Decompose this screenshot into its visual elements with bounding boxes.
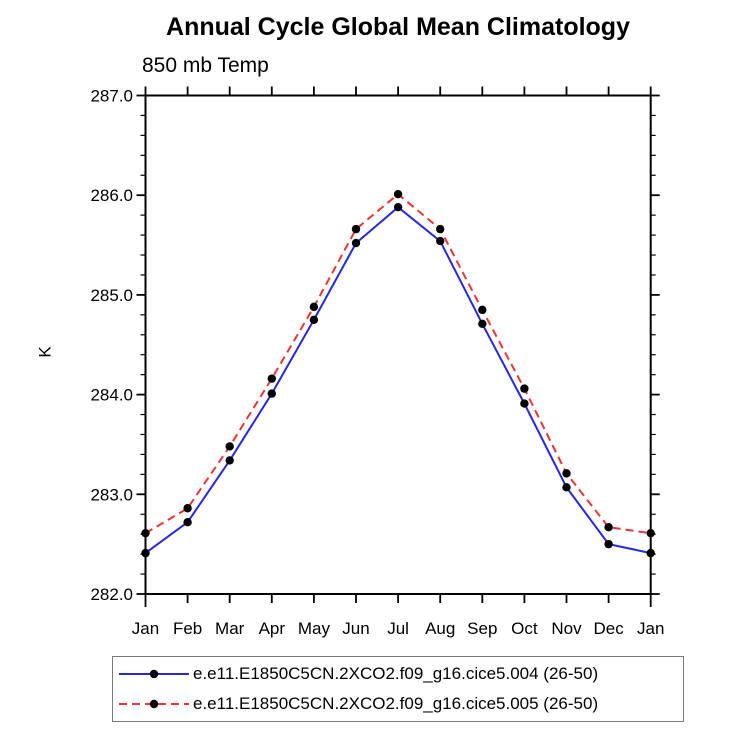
x-tick-label: Jun: [342, 619, 369, 638]
y-tick-label: 285.0: [90, 286, 133, 305]
data-point: [393, 190, 403, 199]
data-point: [520, 399, 529, 408]
x-tick-label: Nov: [551, 619, 582, 638]
data-point: [267, 389, 276, 398]
legend: e.e11.E1850C5CN.2XCO2.f09_g16.cice5.004 …: [112, 656, 684, 722]
plot-frame: [144, 94, 652, 595]
data-point: [225, 456, 234, 465]
x-tick-labels: Jan Feb Mar Apr May Jun Jul Aug Sep Oct Nov Dec Jan: [132, 619, 665, 638]
chart-title: Annual Cycle Global Mean Climatology: [166, 13, 630, 41]
y-tick-label: 283.0: [90, 485, 133, 504]
x-tick-label: Dec: [593, 619, 624, 638]
data-point: [393, 202, 403, 212]
x-tick-label: Jan: [637, 619, 664, 638]
data-point: [141, 528, 150, 538]
series-line-1: [144, 192, 651, 535]
x-tick-label: Sep: [467, 619, 497, 638]
x-tick-label: Feb: [173, 619, 202, 638]
data-point: [351, 224, 361, 234]
legend-marker-dot: [149, 669, 159, 679]
data-point: [351, 238, 361, 248]
data-point: [604, 539, 613, 549]
series-line-0: [144, 205, 651, 555]
legend-key-solid-line: [119, 669, 189, 679]
data-point: [646, 528, 655, 538]
data-point: [436, 236, 445, 246]
data-point: [646, 548, 655, 558]
data-point: [478, 319, 487, 329]
data-point: [562, 483, 571, 492]
data-point: [225, 442, 234, 451]
data-point: [309, 315, 319, 325]
legend-label: e.e11.E1850C5CN.2XCO2.f09_g16.cice5.004 …: [193, 664, 599, 683]
data-point: [478, 305, 487, 315]
legend-marker-dot: [149, 699, 159, 709]
data-point: [604, 523, 613, 532]
x-tick-label: Oct: [511, 619, 538, 638]
data-point: [141, 548, 150, 558]
legend-item-series-005: e.e11.E1850C5CN.2XCO2.f09_g16.cice5.005 …: [113, 689, 683, 719]
x-axis-ticks: [144, 86, 652, 607]
chart-subtitle: 850 mb Temp: [142, 54, 269, 77]
data-point: [309, 302, 319, 312]
legend-item-series-004: e.e11.E1850C5CN.2XCO2.f09_g16.cice5.004 …: [113, 659, 683, 689]
data-point: [562, 469, 571, 478]
x-tick-label: Jul: [387, 619, 409, 638]
legend-key-dashed-line: [119, 699, 189, 709]
x-tick-label: Mar: [215, 619, 245, 638]
legend-label: e.e11.E1850C5CN.2XCO2.f09_g16.cice5.005 …: [193, 694, 599, 713]
x-tick-label: May: [298, 619, 331, 638]
y-tick-label: 286.0: [90, 186, 133, 205]
data-point: [436, 224, 445, 234]
y-tick-label: 287.0: [90, 87, 133, 106]
data-point: [183, 518, 192, 527]
data-point-markers: [141, 190, 655, 558]
y-tick-label: 282.0: [90, 585, 133, 604]
x-tick-label: Apr: [259, 619, 286, 638]
x-tick-label: Jan: [132, 619, 159, 638]
data-point: [520, 384, 529, 393]
x-tick-label: Aug: [425, 619, 455, 638]
y-tick-labels: 282.0 283.0 284.0 285.0 286.0 287.0: [90, 87, 133, 605]
y-axis-ticks: [136, 94, 660, 595]
y-tick-label: 284.0: [90, 386, 133, 405]
data-point: [183, 504, 192, 513]
data-point: [267, 374, 276, 383]
